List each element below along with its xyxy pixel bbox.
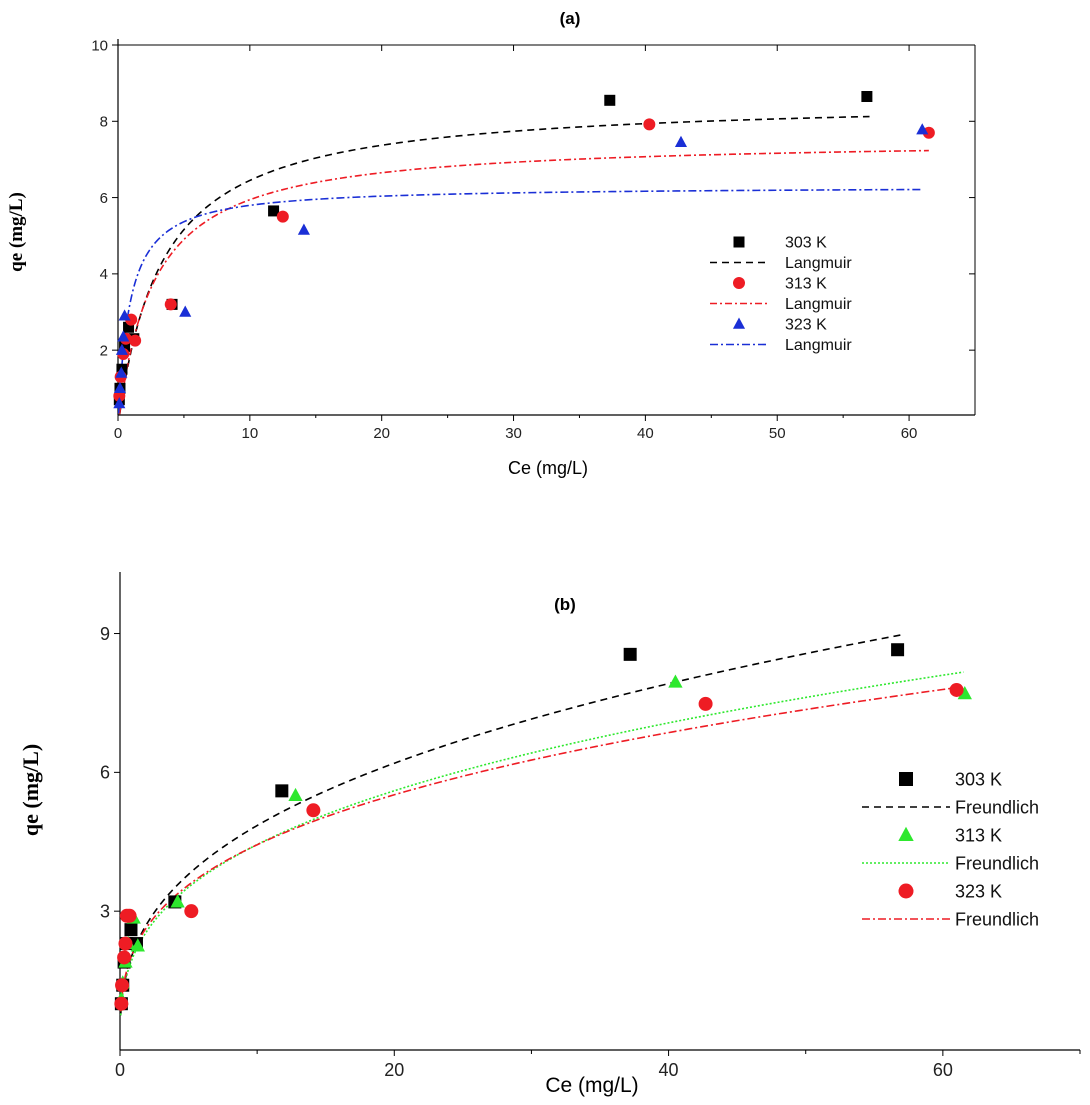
legend-label-2: 313 K: [955, 825, 1002, 845]
y-tick-label: 6: [100, 763, 110, 783]
data-point-303k: [124, 923, 138, 937]
x-tick-label: 40: [637, 425, 654, 442]
x-tick-label: 10: [242, 425, 259, 442]
y-tick-label: 9: [100, 624, 110, 644]
legend-label-3: Freundlich: [955, 853, 1039, 873]
data-point-313k: [288, 787, 303, 802]
data-point-303k: [604, 94, 616, 106]
legend-label-0: 303 K: [955, 769, 1002, 789]
data-point-323k: [949, 682, 964, 697]
data-point-313k: [957, 686, 972, 700]
x-tick-label: 20: [373, 425, 390, 442]
panel-b: (b) 0 20 40 60 3 6 9 303 K Freundlich 313 K Freun…: [18, 572, 1081, 1097]
x-tick-label: 50: [769, 425, 786, 442]
legend-label-4: 323 K: [955, 881, 1002, 901]
data-point-323k: [113, 397, 126, 409]
legend-marker-0: [899, 772, 913, 786]
panel-b-title: (b): [554, 595, 576, 614]
data-point-313k: [129, 334, 142, 347]
panel-b-points: [114, 643, 972, 1011]
y-tick-label: 3: [100, 901, 110, 921]
data-point-303k: [861, 90, 873, 102]
y-tick-label: 6: [100, 190, 108, 207]
freundlich-fit-curve-1: [119, 634, 902, 1016]
data-point-323k: [698, 696, 713, 711]
freundlich-fit-curve-5: [119, 686, 957, 1012]
legend-label-4: 323 K: [785, 317, 827, 334]
data-point-323k: [114, 996, 129, 1011]
data-point-303k: [623, 647, 637, 661]
panel-a-title: (a): [560, 9, 581, 28]
panel-a-axes: 0 10 20 30 40 50 60 2 4 6 8 10: [91, 37, 976, 442]
legend-marker-4: [732, 317, 746, 329]
legend-marker-2: [898, 826, 914, 841]
data-point-323k: [297, 223, 310, 235]
data-point-313k: [130, 938, 145, 952]
data-point-323k: [118, 309, 131, 321]
x-tick-label: 60: [933, 1060, 953, 1080]
legend-label-0: 303 K: [785, 235, 827, 252]
langmuir-fit-curve-3: [118, 149, 929, 415]
x-tick-label: 0: [115, 1060, 125, 1080]
data-point-323k: [184, 904, 199, 919]
legend-label-5: Freundlich: [955, 909, 1039, 929]
legend-marker-2: [733, 277, 745, 289]
freundlich-fit-curve-3: [119, 671, 964, 1016]
data-point-323k: [117, 950, 132, 965]
panel-a-y-axis-label: qe (mg/L): [6, 192, 27, 272]
legend-label-1: Langmuir: [785, 255, 852, 272]
data-point-313k: [170, 894, 185, 908]
data-point-313k: [922, 126, 935, 139]
data-point-323k: [122, 908, 137, 923]
data-point-313k: [643, 118, 656, 131]
data-point-323k: [115, 343, 129, 355]
panel-a-x-axis-label: Ce (mg/L): [508, 458, 588, 478]
data-point-303k: [891, 643, 905, 657]
data-point-323k: [118, 936, 133, 951]
panel-b-curves: [119, 634, 964, 1016]
data-point-323k: [179, 305, 192, 317]
y-tick-label: 10: [91, 37, 108, 54]
data-point-323k: [117, 330, 130, 342]
legend-marker-4: [898, 883, 914, 899]
panel-a: (a) 0 10 20 30 40 50 60 2 4 6 8 10 303 K Langmuir 313…: [6, 9, 976, 478]
x-tick-label: 30: [505, 425, 522, 442]
x-tick-label: 60: [901, 425, 918, 442]
data-point-323k: [115, 366, 128, 378]
data-point-303k: [119, 340, 131, 352]
langmuir-fit-curve-5: [117, 188, 923, 414]
legend-label-5: Langmuir: [785, 337, 852, 354]
data-point-323k: [115, 978, 130, 993]
legend-label-1: Freundlich: [955, 797, 1039, 817]
data-point-313k: [164, 298, 177, 311]
data-point-303k: [275, 784, 289, 798]
legend-marker-0: [733, 236, 745, 248]
legend-label-2: 313 K: [785, 276, 827, 293]
data-point-323k: [113, 381, 127, 394]
data-point-323k: [916, 123, 929, 135]
y-tick-label: 2: [100, 342, 108, 359]
panel-b-axes: 0 20 40 60 3 6 9: [100, 572, 1081, 1080]
x-tick-label: 40: [659, 1060, 679, 1080]
langmuir-fit-curve-1: [118, 115, 870, 415]
data-point-303k: [268, 205, 280, 217]
data-point-303k: [123, 321, 135, 333]
y-tick-label: 8: [100, 114, 108, 131]
data-point-313k: [276, 210, 289, 223]
legend-label-3: Langmuir: [785, 296, 852, 313]
panel-b-x-axis-label: Ce (mg/L): [545, 1074, 638, 1097]
x-tick-label: 0: [114, 425, 122, 442]
panel-a-legend: 303 K Langmuir 313 K Langmuir 323 K Langmuir: [710, 235, 852, 354]
panel-a-points: [113, 90, 935, 409]
data-point-313k: [668, 674, 683, 688]
data-point-323k: [306, 803, 321, 818]
panel-b-legend: 303 K Freundlich 313 K Freundlich 323 K Freun…: [862, 769, 1039, 929]
data-point-323k: [674, 135, 688, 147]
panel-b-y-axis-label: qe (mg/L): [18, 744, 43, 836]
x-tick-label: 20: [384, 1060, 404, 1080]
y-tick-label: 4: [100, 266, 108, 283]
